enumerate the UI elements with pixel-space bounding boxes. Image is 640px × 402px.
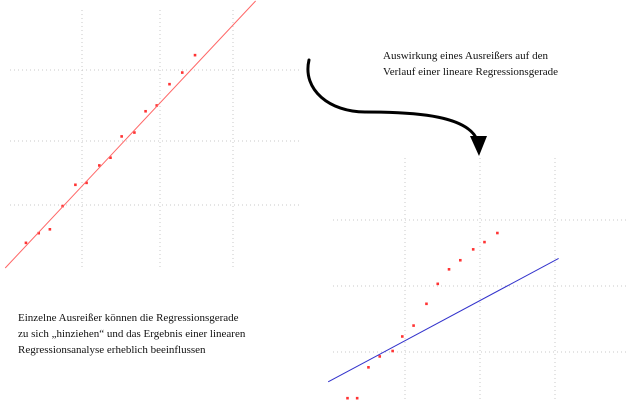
data-point — [193, 53, 197, 57]
data-point — [85, 181, 88, 185]
data-point — [180, 71, 184, 74]
curved-arrow-icon — [306, 58, 480, 144]
data-point — [483, 240, 486, 244]
data-point — [133, 131, 136, 134]
outlier-effect-caption-line-2: Verlauf einer lineare Regressionsgerade — [383, 66, 559, 78]
scatter-chart-without-outlier — [4, 0, 300, 269]
data-point — [98, 164, 101, 167]
outlier-effect-caption: Auswirkung eines Ausreißers auf den Verl… — [383, 48, 558, 80]
data-point — [391, 349, 394, 353]
data-point — [120, 135, 123, 138]
explanation-caption-line-2: zu sich „hinziehen“ und das Ergebnis ein… — [18, 328, 246, 340]
data-point — [378, 355, 382, 358]
data-point — [144, 109, 147, 113]
data-point — [355, 396, 359, 400]
explanation-caption: Einzelne Ausreißer können die Regression… — [18, 310, 245, 358]
data-point — [24, 241, 28, 245]
data-point — [447, 268, 451, 271]
arrow-head-icon — [470, 136, 487, 156]
regression-line — [327, 257, 559, 383]
data-point — [459, 258, 462, 262]
data-point — [400, 335, 404, 338]
data-point — [109, 156, 112, 160]
data-point — [74, 183, 77, 187]
data-point — [436, 282, 440, 286]
data-point — [48, 228, 52, 231]
explanation-caption-line-1: Einzelne Ausreißer können die Regression… — [18, 312, 239, 324]
regression-line — [4, 0, 256, 269]
data-point — [155, 104, 159, 107]
data-point — [367, 366, 370, 369]
data-point — [412, 324, 415, 327]
data-point — [425, 302, 428, 306]
scatter-chart-with-outlier — [327, 158, 626, 400]
data-point — [346, 396, 349, 400]
outlier-effect-caption-line-1: Auswirkung eines Ausreißers auf den — [383, 50, 548, 62]
data-point — [471, 248, 475, 251]
data-point — [37, 231, 41, 235]
data-point — [496, 231, 499, 235]
explanation-caption-line-3: Regressionsanalyse erheblich beeinflusse… — [18, 344, 206, 356]
data-point — [168, 82, 171, 86]
